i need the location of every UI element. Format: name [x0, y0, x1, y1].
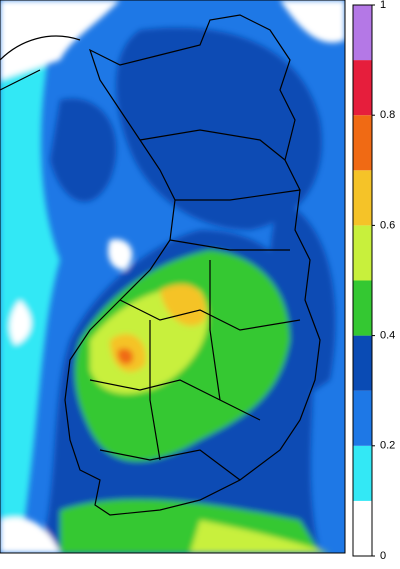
colorbar-segment: [353, 445, 372, 501]
colorbar-tick-label: 0: [380, 550, 386, 562]
colorbar-segment: [353, 335, 372, 391]
precip-field: [0, 0, 345, 553]
colorbar-tick-label: 1: [380, 0, 386, 11]
colorbar-tick-label: 0.4: [380, 330, 395, 342]
colorbar-segment: [353, 60, 372, 116]
colorbar-segment: [353, 500, 372, 556]
colorbar-frame: [352, 4, 373, 557]
colorbar-segment: [353, 280, 372, 336]
colorbar-segment: [353, 5, 372, 61]
borders: [0, 14, 321, 516]
colorbar-tick-label: 0.8: [380, 109, 395, 121]
colorbar: 0 0.2 0.4 0.6 0.8 1: [352, 0, 395, 562]
colorbar-tick-label: 0.6: [380, 219, 395, 231]
colorbar-segment: [353, 170, 372, 226]
colorbar-segment: [353, 115, 372, 171]
colorbar-segment: [353, 225, 372, 281]
colorbar-tick-label: 0.2: [380, 440, 395, 452]
map-frame: [0, 0, 346, 554]
colorbar-segment: [353, 390, 372, 446]
